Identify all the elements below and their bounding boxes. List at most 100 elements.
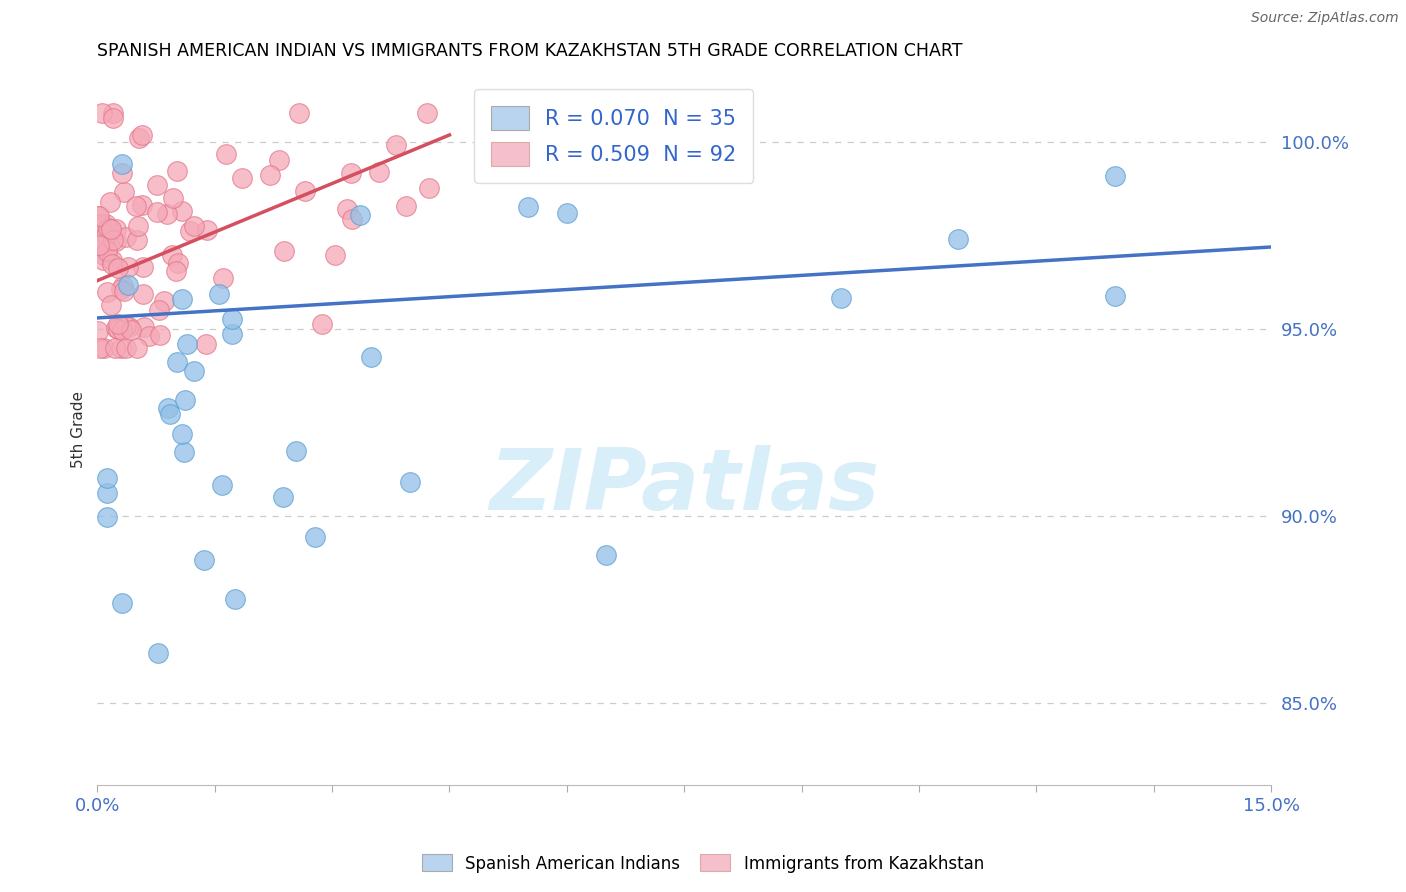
Point <box>127 341 149 355</box>
Point <box>1104 169 1126 184</box>
Point <box>395 199 418 213</box>
Point <box>89 209 111 223</box>
Point <box>179 224 201 238</box>
Point <box>132 260 155 274</box>
Point <box>215 147 238 161</box>
Point <box>336 202 359 216</box>
Point <box>156 401 179 416</box>
Point <box>110 341 132 355</box>
Legend: Spanish American Indians, Immigrants from Kazakhstan: Spanish American Indians, Immigrants fro… <box>415 847 991 880</box>
Point <box>110 281 132 295</box>
Point <box>91 105 114 120</box>
Point <box>101 253 124 268</box>
Point <box>1104 289 1126 303</box>
Point <box>555 206 578 220</box>
Point <box>259 168 281 182</box>
Point <box>172 427 194 442</box>
Point <box>224 591 246 606</box>
Point <box>304 530 326 544</box>
Point <box>111 165 134 179</box>
Point <box>107 260 129 275</box>
Point <box>176 337 198 351</box>
Point <box>89 341 111 355</box>
Point <box>183 364 205 378</box>
Point <box>231 171 253 186</box>
Point <box>89 238 111 252</box>
Point <box>340 165 363 179</box>
Point <box>211 478 233 492</box>
Point <box>117 260 139 275</box>
Point <box>107 322 129 336</box>
Point <box>101 105 124 120</box>
Point <box>104 234 127 248</box>
Point <box>340 212 363 227</box>
Point <box>166 355 188 369</box>
Point <box>111 323 134 337</box>
Point <box>107 317 129 331</box>
Point <box>194 337 217 351</box>
Point <box>114 230 136 244</box>
Point <box>87 324 110 338</box>
Point <box>138 329 160 343</box>
Point <box>96 486 118 500</box>
Point <box>96 285 118 299</box>
Point <box>131 197 153 211</box>
Point <box>120 322 142 336</box>
Point <box>112 279 135 293</box>
Point <box>94 217 117 231</box>
Point <box>114 341 136 355</box>
Point <box>416 105 439 120</box>
Point <box>166 164 188 178</box>
Point <box>360 350 382 364</box>
Point <box>101 257 124 271</box>
Point <box>165 263 187 277</box>
Point <box>273 244 295 259</box>
Point <box>212 270 235 285</box>
Point <box>103 112 125 126</box>
Point <box>91 239 114 253</box>
Point <box>159 407 181 421</box>
Point <box>418 181 440 195</box>
Point <box>146 205 169 219</box>
Point <box>269 153 291 167</box>
Y-axis label: 5th Grade: 5th Grade <box>72 392 86 468</box>
Point <box>399 475 422 490</box>
Point <box>111 157 134 171</box>
Point <box>285 443 308 458</box>
Point <box>112 284 135 298</box>
Point <box>100 222 122 236</box>
Point <box>149 328 172 343</box>
Point <box>96 250 118 264</box>
Point <box>97 221 120 235</box>
Point <box>311 317 333 331</box>
Point <box>325 247 347 261</box>
Point <box>288 105 311 120</box>
Point <box>170 204 193 219</box>
Point <box>86 219 108 233</box>
Point <box>221 312 243 326</box>
Text: ZIPatlas: ZIPatlas <box>489 445 879 528</box>
Point <box>132 287 155 301</box>
Text: Source: ZipAtlas.com: Source: ZipAtlas.com <box>1251 11 1399 25</box>
Point <box>96 471 118 485</box>
Point <box>170 292 193 306</box>
Point <box>167 256 190 270</box>
Point <box>271 491 294 505</box>
Point <box>368 164 391 178</box>
Point <box>221 326 243 341</box>
Point <box>117 278 139 293</box>
Point <box>125 233 148 247</box>
Point <box>105 320 128 334</box>
Point <box>148 303 170 318</box>
Point <box>118 320 141 334</box>
Point <box>193 553 215 567</box>
Point <box>132 319 155 334</box>
Point <box>152 294 174 309</box>
Point <box>91 252 114 267</box>
Point <box>94 228 117 243</box>
Point <box>90 217 112 231</box>
Point <box>98 195 121 210</box>
Point <box>146 178 169 193</box>
Point <box>516 200 538 214</box>
Point <box>207 287 229 301</box>
